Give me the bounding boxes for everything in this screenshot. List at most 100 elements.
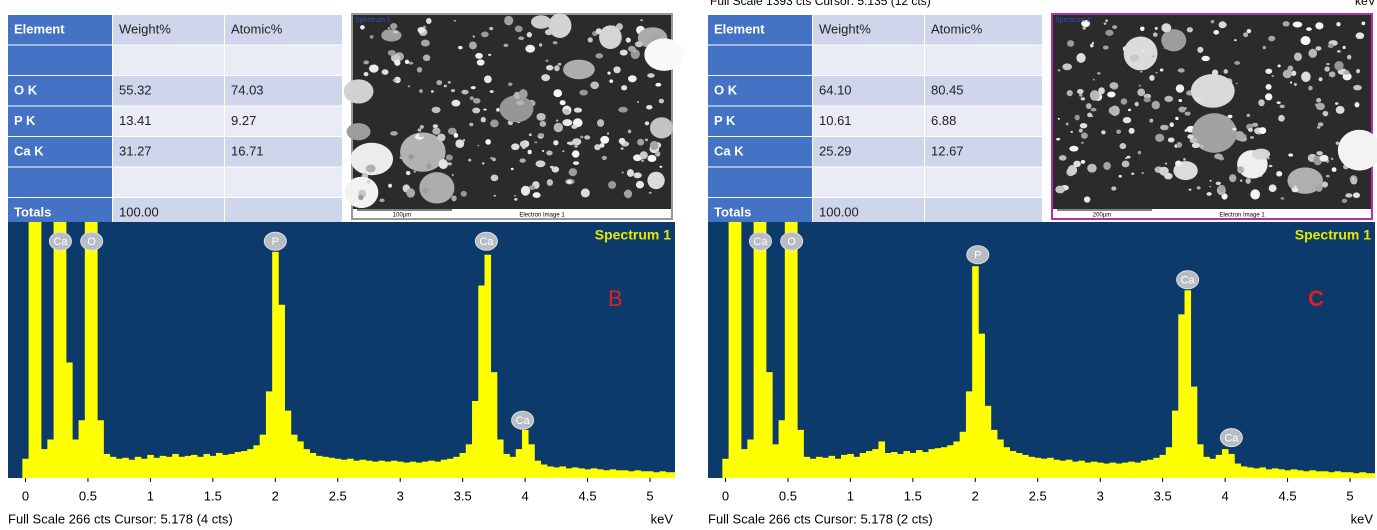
particle [515, 26, 523, 33]
particle [1336, 106, 1345, 114]
particle [1080, 123, 1087, 128]
particle [1130, 54, 1139, 61]
particle [1075, 115, 1080, 121]
particle [621, 147, 624, 149]
cell-text: 31.27 [119, 144, 152, 159]
particle [562, 150, 564, 151]
particle [483, 109, 486, 111]
particle [1082, 27, 1086, 30]
particle [533, 192, 541, 198]
particle [1140, 71, 1143, 73]
particle [1331, 158, 1334, 161]
particle [542, 150, 544, 152]
particle [1111, 186, 1116, 190]
row-header: O K [14, 83, 38, 98]
particle [1138, 151, 1141, 155]
spectrum-bar [804, 457, 811, 478]
spectrum-bar [666, 472, 673, 478]
spectrum-bar [160, 456, 167, 478]
spectrum-bar [922, 452, 929, 478]
particle [1252, 123, 1259, 127]
spectrum-bar [372, 462, 379, 478]
particle [1090, 90, 1100, 101]
spectrum-bar [147, 455, 154, 478]
spectrum-bar [403, 463, 410, 478]
particle [1248, 128, 1253, 132]
particle [406, 171, 411, 175]
spectrum-bar [491, 372, 498, 478]
particle [1356, 32, 1365, 39]
particle [1152, 101, 1160, 110]
particle [1105, 19, 1108, 22]
spectrum-bar [110, 457, 117, 478]
particle [511, 168, 514, 170]
particle [562, 119, 572, 126]
spectrum-bar [441, 460, 448, 478]
particle [1245, 178, 1250, 184]
particle [572, 138, 581, 145]
particle [573, 161, 579, 165]
spectrum-bar [841, 455, 848, 478]
spectrum-bar [916, 450, 923, 478]
particle [609, 79, 613, 83]
spectrum-bar [872, 449, 879, 478]
particle [554, 65, 560, 71]
spectrum-bar [609, 469, 616, 478]
spectrum-bar [1028, 457, 1035, 478]
x-tick-label: 3 [1097, 488, 1104, 503]
spectrum-bar [653, 472, 660, 478]
spectrum-bar [166, 457, 173, 478]
peak-label: O [787, 236, 796, 248]
particle [1116, 130, 1121, 134]
particle [647, 155, 656, 162]
spectrum-bar [1309, 470, 1316, 478]
particle [1294, 52, 1302, 61]
particle [1266, 84, 1272, 90]
particle [531, 15, 551, 28]
cell-text: 74.03 [231, 83, 264, 98]
particle [567, 142, 570, 145]
particle [1250, 189, 1260, 199]
particle [388, 27, 391, 29]
x-tick-label: 3.5 [454, 488, 472, 503]
particle [451, 195, 456, 201]
spectrum-bar [185, 456, 192, 478]
particle [504, 16, 513, 26]
particle [581, 188, 590, 197]
spectrum-bar [260, 435, 267, 478]
plot-background [708, 222, 1375, 478]
spectrum-bar [353, 461, 360, 478]
spectrum-bar [1166, 447, 1173, 478]
particle [659, 99, 664, 104]
particle [645, 138, 648, 141]
particle [563, 60, 595, 80]
spectrum-bar [1122, 463, 1129, 478]
spectrum-bar [310, 453, 317, 478]
spectrum-bar [1160, 455, 1167, 478]
particle [473, 98, 481, 104]
particle [1056, 138, 1060, 141]
spectrum-bar [203, 454, 210, 478]
spectrum-bar [1366, 473, 1373, 478]
particle [1058, 69, 1061, 71]
particle [418, 27, 426, 33]
spectrum-bar [154, 458, 161, 478]
particle [468, 159, 471, 162]
particle [521, 186, 530, 196]
particle [655, 83, 661, 87]
table-cell [925, 168, 1042, 198]
table-cell [8, 168, 112, 198]
particle [390, 23, 397, 29]
particle [1319, 77, 1323, 81]
particle [645, 121, 649, 125]
particle [1178, 68, 1185, 72]
peak-label: P [272, 236, 279, 248]
particle [1176, 84, 1184, 92]
spectrum-bar [241, 451, 248, 478]
particle [637, 139, 644, 146]
particle [1315, 22, 1323, 29]
spectrum-bar [985, 406, 992, 478]
particle [1332, 167, 1337, 172]
spectrum-bar [197, 457, 204, 478]
particle [1278, 64, 1281, 67]
